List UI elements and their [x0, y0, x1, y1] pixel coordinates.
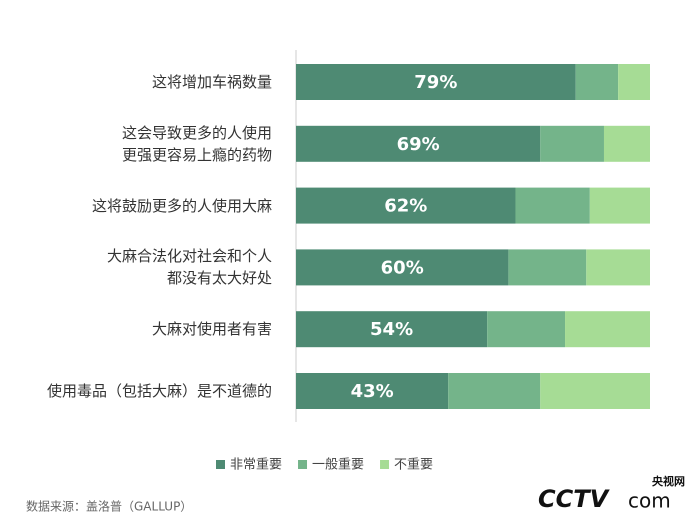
logo-cn: 央视网	[652, 474, 685, 488]
bar-segment	[618, 64, 650, 100]
bar-segment	[603, 125, 650, 162]
value-label: 54%	[370, 319, 413, 340]
category-label: 使用毒品（包括大麻）是不道德的	[46, 382, 272, 400]
bar-segment	[296, 373, 449, 409]
source: 数据来源：盖洛普（GALLUP）	[26, 499, 192, 514]
legend-label: 一般重要	[312, 457, 364, 473]
value-label: 69%	[397, 134, 440, 155]
legend-label: 不重要	[394, 457, 433, 473]
legend-swatch	[216, 460, 225, 469]
bar-segment	[586, 249, 650, 286]
legend-label: 非常重要	[230, 457, 282, 473]
bar-segment	[448, 373, 541, 409]
category-label: 这将鼓励更多的人使用大麻	[91, 196, 272, 215]
category-label: 大麻合法化对社会和个人 都没有太大好处	[106, 247, 272, 288]
logo-com: com	[628, 489, 671, 513]
value-label: 60%	[381, 257, 424, 278]
category-label: 这会导致更多的人使用 更强更容易上瘾的药物	[121, 123, 272, 164]
bar-segment	[508, 249, 587, 286]
bar-segment	[575, 64, 619, 100]
legend-swatch	[380, 460, 390, 469]
bar-segment	[565, 311, 650, 348]
value-label: 43%	[351, 381, 394, 402]
bar-segment	[296, 64, 576, 100]
bar-segment	[589, 187, 650, 224]
bar-segment	[296, 125, 541, 162]
bar-segment	[540, 125, 604, 162]
bar-segment	[515, 187, 590, 224]
bar-segment	[487, 311, 566, 348]
bar-segment	[296, 249, 509, 286]
value-label: 79%	[414, 72, 457, 93]
bar-segment	[296, 187, 516, 224]
logo-cctv: CCTV	[538, 485, 611, 513]
category-label: 这将增加车祸数量	[151, 73, 272, 91]
legend-swatch	[298, 460, 308, 469]
bar-segment	[540, 373, 650, 409]
bar-segment	[296, 311, 488, 348]
value-label: 62%	[384, 196, 427, 217]
category-label: 大麻对使用者有害	[151, 320, 272, 339]
